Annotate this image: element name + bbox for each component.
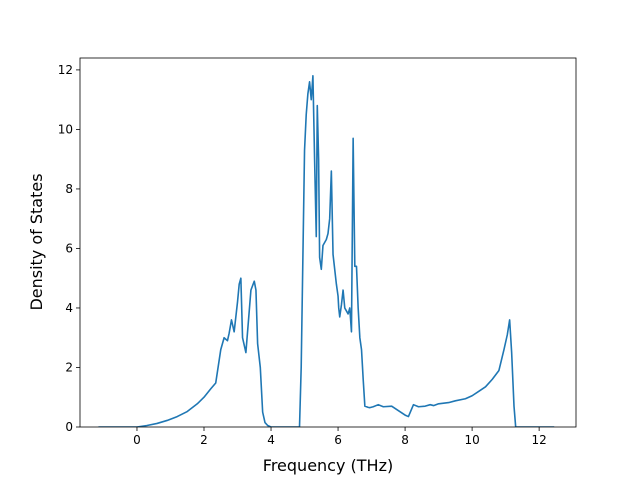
- x-tick-label: 12: [531, 433, 546, 447]
- y-tick-label: 6: [65, 241, 73, 255]
- x-tick-label: 10: [464, 433, 479, 447]
- y-tick-label: 8: [65, 182, 73, 196]
- plot-frame: [79, 57, 577, 428]
- plot-layer: 0 2 4 6 8 10 12 0 2 4 6 8 10 12: [58, 57, 577, 447]
- y-tick-label: 0: [65, 420, 73, 434]
- x-tick-label: 4: [267, 433, 275, 447]
- y-tick-label: 2: [65, 360, 73, 374]
- x-tick-label: 2: [200, 433, 208, 447]
- x-tick-label: 0: [133, 433, 141, 447]
- series-line-0: [98, 75, 555, 427]
- y-tick-label: 4: [65, 301, 73, 315]
- x-tick-label: 8: [401, 433, 409, 447]
- x-axis-label: Frequency (THz): [263, 456, 393, 475]
- y-tick-label: 12: [58, 63, 73, 77]
- y-tick-label: 10: [58, 122, 73, 136]
- y-axis-label: Density of States: [27, 173, 46, 310]
- x-tick-label: 6: [334, 433, 342, 447]
